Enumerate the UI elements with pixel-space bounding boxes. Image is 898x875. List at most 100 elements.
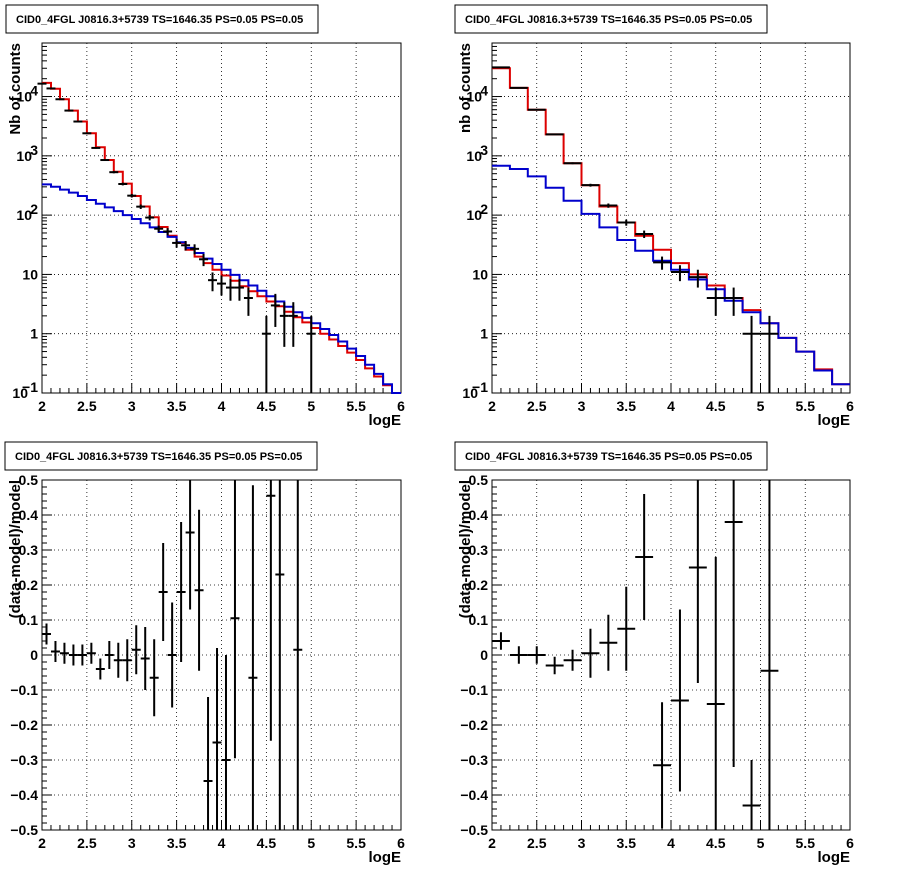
- y-tick-label: −0.3: [460, 752, 488, 768]
- data-point: [527, 108, 546, 111]
- y-axis-label: nb of counts: [457, 43, 474, 133]
- y-tick-label: 10: [466, 207, 482, 223]
- data-point: [50, 641, 60, 662]
- y-tick-label: 10: [462, 385, 478, 401]
- y-tick-label: 0.2: [19, 577, 39, 593]
- data-points: [37, 82, 316, 393]
- x-tick-label: 4.5: [706, 398, 726, 414]
- y-tick-label: 10: [472, 266, 488, 282]
- data-point: [104, 641, 114, 669]
- y-tick-exponent: 4: [480, 83, 488, 99]
- y-tick-label: 0.3: [19, 542, 39, 558]
- data-point: [688, 480, 707, 683]
- data-point: [100, 159, 110, 162]
- data-point: [270, 293, 280, 327]
- chart-panel-1: 2 2.5 3 3.5 4 4.5 5 5.5 610−1110102103104logENb …: [5, 4, 405, 429]
- data-point: [194, 509, 204, 671]
- y-tick-label: −0.1: [460, 682, 488, 698]
- data-point: [203, 697, 213, 830]
- data-point: [140, 627, 150, 690]
- y-tick-label: 1: [30, 326, 38, 342]
- data-point: [68, 644, 78, 666]
- data-point: [275, 480, 285, 830]
- data-point: [190, 244, 200, 255]
- data-point: [73, 120, 83, 123]
- y-tick-label: 10: [16, 89, 32, 105]
- y-axis-label: (data-model)/model: [7, 480, 24, 618]
- data-point: [617, 586, 636, 671]
- data-points: [492, 66, 779, 393]
- y-tick-exponent: 3: [480, 142, 488, 158]
- data-point: [42, 623, 51, 645]
- y-tick-label: 10: [466, 89, 482, 105]
- data-point: [59, 642, 69, 664]
- title-box: [454, 441, 768, 471]
- data-point: [527, 646, 546, 664]
- data-point: [671, 265, 689, 282]
- data-point: [509, 646, 528, 664]
- y-axis-label: (data-model)/model: [457, 480, 474, 618]
- y-tick-exponent: 2: [30, 201, 38, 217]
- title-box: [4, 441, 318, 471]
- data-point: [185, 480, 195, 610]
- data-point: [306, 315, 316, 393]
- data-point: [653, 256, 671, 270]
- y-tick-exponent: 4: [30, 83, 38, 99]
- x-tick-label: 3: [578, 835, 586, 851]
- x-tick-label: 3.5: [617, 398, 637, 414]
- x-tick-label: 5: [307, 835, 315, 851]
- data-point: [230, 480, 240, 759]
- x-tick-label: 2.5: [77, 398, 97, 414]
- y-tick-label: 0: [30, 647, 38, 663]
- data-point: [581, 183, 600, 187]
- data-point: [688, 269, 707, 288]
- data-point: [55, 98, 65, 101]
- x-tick-label: 3: [128, 835, 136, 851]
- data-point: [760, 315, 779, 393]
- data-point: [172, 238, 182, 248]
- x-tick-label: 4: [218, 398, 226, 414]
- histogram-series-2: [42, 183, 401, 394]
- x-tick-label: 4: [667, 398, 675, 414]
- data-points: [42, 480, 303, 830]
- data-point: [221, 655, 231, 830]
- data-point: [293, 480, 303, 830]
- x-tick-label: 2: [488, 398, 496, 414]
- y-tick-label: 0.4: [469, 507, 489, 523]
- data-point: [225, 278, 235, 301]
- y-tick-label: −0.4: [460, 787, 488, 803]
- data-point: [109, 171, 119, 174]
- y-tick-label: 10: [466, 148, 482, 164]
- x-tick-label: 6: [846, 835, 854, 851]
- y-tick-label: 0.2: [469, 577, 489, 593]
- y-tick-exponent: −1: [22, 379, 38, 395]
- chart-title: CID0_4FGL J0816.3+5739 TS=1646.35 PS=0.0…: [465, 451, 752, 463]
- y-tick-label: −0.1: [10, 682, 38, 698]
- chart-panel-4: 2 2.5 3 3.5 4 4.5 5 5.5 6 −0.5 −0.4 −0.3 −0.2 −0.1 0 0.…: [454, 441, 854, 866]
- plot-frame: [491, 479, 851, 831]
- y-axis-label: Nb of counts: [7, 43, 24, 135]
- x-tick-label: 5: [757, 398, 765, 414]
- data-point: [181, 241, 191, 251]
- data-point: [234, 278, 244, 301]
- data-point: [167, 602, 177, 708]
- data-point: [122, 639, 132, 682]
- y-tick-label: −0.2: [10, 717, 38, 733]
- y-tick-label: 10: [22, 266, 38, 282]
- data-point: [599, 614, 618, 671]
- x-tick-label: 5.5: [346, 398, 366, 414]
- x-tick-label: 5: [757, 835, 765, 851]
- x-tick-label: 2.5: [527, 835, 547, 851]
- data-point: [77, 644, 87, 666]
- x-tick-label: 5.5: [796, 835, 816, 851]
- x-tick-label: 2.5: [77, 835, 97, 851]
- y-tick-label: −0.2: [460, 717, 488, 733]
- x-tick-label: 5.5: [796, 398, 816, 414]
- y-tick-label: −0.3: [10, 752, 38, 768]
- data-point: [742, 315, 761, 393]
- x-tick-label: 4: [667, 835, 675, 851]
- x-tick-label: 6: [397, 835, 405, 851]
- data-point: [563, 649, 582, 671]
- data-point: [635, 494, 654, 620]
